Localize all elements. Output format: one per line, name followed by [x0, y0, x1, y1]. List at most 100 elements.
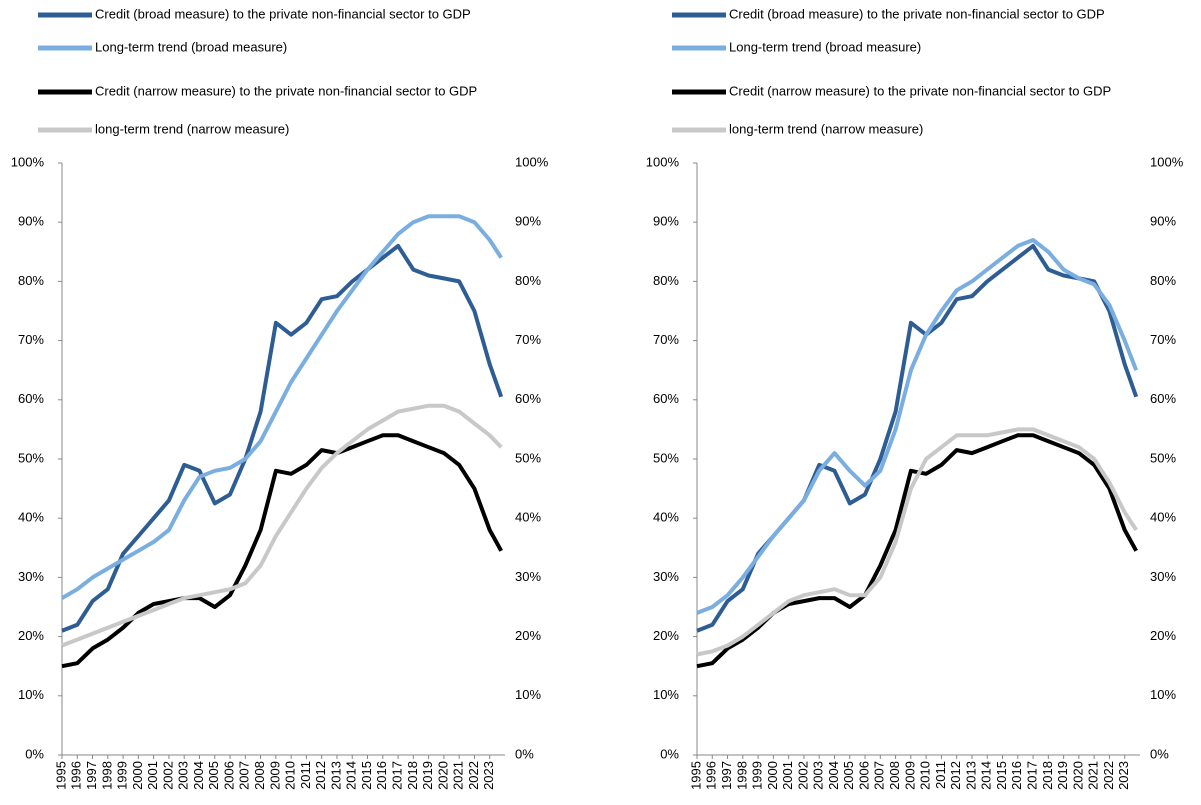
x-tick-label: 2023: [1116, 761, 1131, 790]
x-tick-label: 2018: [1040, 761, 1055, 790]
x-tick-label: 2006: [856, 761, 871, 790]
legend-label: Credit (narrow measure) to the private n…: [729, 83, 1111, 98]
x-tick-label: 2007: [237, 761, 252, 790]
y-tick-label: 10%: [653, 687, 679, 702]
y2-tick-label: 10%: [1150, 687, 1176, 702]
x-tick-label: 1998: [734, 761, 749, 790]
y2-tick-label: 40%: [1150, 510, 1176, 525]
legend-label: Credit (broad measure) to the private no…: [729, 6, 1105, 21]
x-tick-label: 2020: [1070, 761, 1085, 790]
y2-tick-label: 30%: [1150, 569, 1176, 584]
x-tick-label: 2003: [811, 761, 826, 790]
series-line: [696, 243, 1139, 633]
series-line: [60, 214, 503, 600]
series-line: [61, 403, 503, 648]
x-tick-label: 2012: [948, 761, 963, 790]
x-tick-label: 2001: [780, 761, 795, 790]
y2-tick-label: 80%: [1150, 273, 1176, 288]
y2-tick-label: 70%: [1150, 332, 1176, 347]
series-line: [696, 238, 1139, 615]
x-tick-label: 1995: [688, 761, 703, 790]
x-tick-label: 1997: [84, 761, 99, 790]
x-tick-label: 2012: [313, 761, 328, 790]
y-tick-label: 60%: [653, 391, 679, 406]
x-tick-label: 2002: [160, 761, 175, 790]
legend-label: long-term trend (narrow measure): [729, 121, 923, 136]
y2-tick-label: 0%: [515, 746, 534, 761]
x-tick-label: 2023: [481, 761, 496, 790]
y2-tick-label: 100%: [1150, 154, 1184, 169]
x-tick-label: 2007: [872, 761, 887, 790]
y-tick-label: 20%: [653, 628, 679, 643]
y2-tick-label: 80%: [515, 273, 541, 288]
x-tick-label: 2022: [1101, 761, 1116, 790]
x-tick-label: 1997: [719, 761, 734, 790]
y2-tick-label: 0%: [1150, 746, 1169, 761]
x-tick-label: 2009: [267, 761, 282, 790]
y-tick-label: 20%: [18, 628, 44, 643]
x-tick-label: 2008: [887, 761, 902, 790]
y2-tick-label: 20%: [1150, 628, 1176, 643]
x-tick-label: 2019: [420, 761, 435, 790]
x-tick-label: 2014: [344, 761, 359, 790]
x-tick-label: 2013: [963, 761, 978, 790]
y-tick-label: 70%: [18, 332, 44, 347]
x-tick-label: 2005: [841, 761, 856, 790]
x-tick-label: 2020: [435, 761, 450, 790]
y2-tick-label: 90%: [515, 214, 541, 229]
x-tick-label: 2016: [374, 761, 389, 790]
y-tick-label: 80%: [653, 273, 679, 288]
x-tick-label: 2001: [145, 761, 160, 790]
x-tick-label: 1998: [99, 761, 114, 790]
y2-tick-label: 60%: [1150, 391, 1176, 406]
x-tick-label: 2022: [466, 761, 481, 790]
x-tick-label: 1999: [750, 761, 765, 790]
x-tick-label: 1996: [69, 761, 84, 790]
legend-label: Long-term trend (broad measure): [729, 39, 921, 54]
x-tick-label: 2003: [176, 761, 191, 790]
x-tick-label: 2018: [405, 761, 420, 790]
legend-label: Credit (narrow measure) to the private n…: [95, 83, 477, 98]
x-tick-label: 2010: [283, 761, 298, 790]
x-tick-label: 2000: [130, 761, 145, 790]
x-tick-label: 2016: [1009, 761, 1024, 790]
series-line: [61, 243, 504, 633]
y-tick-label: 10%: [18, 687, 44, 702]
y-tick-label: 100%: [11, 154, 45, 169]
x-tick-label: 2021: [1086, 761, 1101, 790]
y-tick-label: 30%: [653, 569, 679, 584]
x-tick-label: 2021: [451, 761, 466, 790]
x-tick-label: 2002: [795, 761, 810, 790]
y-tick-label: 50%: [18, 450, 44, 465]
x-tick-label: 2010: [918, 761, 933, 790]
x-tick-label: 2011: [298, 761, 313, 789]
y-tick-label: 60%: [18, 391, 44, 406]
x-tick-label: 2009: [902, 761, 917, 790]
x-tick-label: 2006: [221, 761, 236, 790]
x-tick-label: 2015: [994, 761, 1009, 790]
y2-tick-label: 50%: [515, 450, 541, 465]
y2-tick-label: 50%: [1150, 450, 1176, 465]
y-tick-label: 90%: [18, 214, 44, 229]
y-tick-label: 80%: [18, 273, 44, 288]
x-tick-label: 2004: [826, 761, 841, 790]
y2-tick-label: 30%: [515, 569, 541, 584]
y2-tick-label: 20%: [515, 628, 541, 643]
x-tick-label: 1999: [115, 761, 130, 790]
x-tick-label: 2005: [206, 761, 221, 790]
x-tick-label: 2011: [933, 761, 948, 789]
y-tick-label: 0%: [660, 746, 679, 761]
y-tick-label: 40%: [653, 510, 679, 525]
x-tick-label: 2017: [390, 761, 405, 790]
y-tick-label: 30%: [18, 569, 44, 584]
legend-label: Long-term trend (broad measure): [95, 39, 287, 54]
y-tick-label: 50%: [653, 450, 679, 465]
y-tick-label: 0%: [25, 746, 44, 761]
y-tick-label: 40%: [18, 510, 44, 525]
legend-label: long-term trend (narrow measure): [95, 121, 289, 136]
y2-tick-label: 60%: [515, 391, 541, 406]
y-tick-label: 100%: [646, 154, 680, 169]
y-tick-label: 70%: [653, 332, 679, 347]
series-line: [696, 427, 1138, 657]
